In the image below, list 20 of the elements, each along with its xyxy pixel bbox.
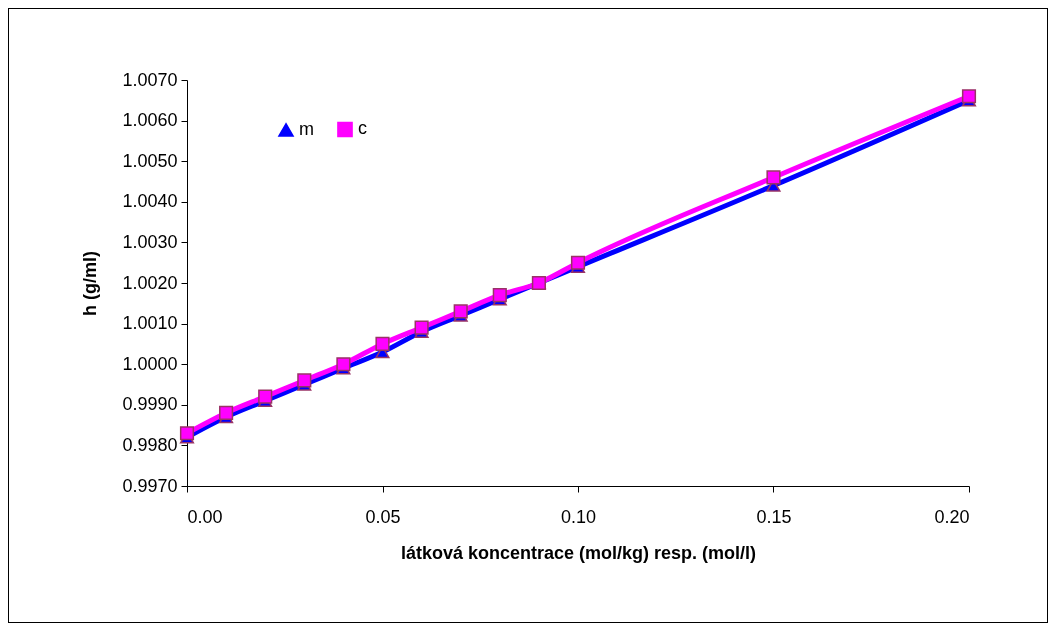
- x-tick-label: 0.15: [756, 506, 792, 527]
- legend-label: m: [299, 118, 314, 139]
- y-tick-label: 1.0000: [122, 353, 178, 374]
- y-tick-label: 0.9990: [122, 394, 178, 415]
- y-tick-label: 1.0030: [122, 231, 178, 252]
- y-tick-label: 1.0020: [122, 272, 178, 293]
- y-tick-label: 1.0070: [122, 69, 178, 90]
- y-axis-title: h (g/ml): [80, 251, 101, 316]
- y-tick-label: 0.9970: [122, 475, 178, 496]
- y-tick-label: 1.0060: [122, 110, 178, 131]
- x-tick-label: 0.20: [934, 506, 970, 527]
- x-tick-label: 0.05: [365, 506, 401, 527]
- x-axis-title: látková koncentrace (mol/kg) resp. (mol/l): [400, 542, 757, 563]
- y-tick-label: 0.9980: [122, 434, 178, 455]
- y-tick-label: 1.0040: [122, 191, 178, 212]
- y-tick-label: 1.0010: [122, 313, 178, 334]
- x-tick-label: 0.00: [187, 506, 223, 527]
- legend-label: c: [358, 118, 367, 139]
- y-tick-label: 1.0050: [122, 150, 178, 171]
- x-tick-label: 0.10: [560, 506, 597, 527]
